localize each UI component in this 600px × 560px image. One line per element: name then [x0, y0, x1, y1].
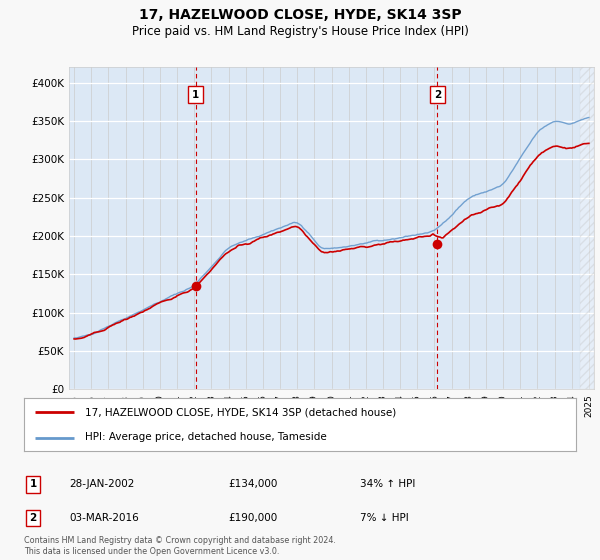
Text: £134,000: £134,000 — [228, 479, 277, 489]
Text: Price paid vs. HM Land Registry's House Price Index (HPI): Price paid vs. HM Land Registry's House … — [131, 25, 469, 38]
Text: 17, HAZELWOOD CLOSE, HYDE, SK14 3SP: 17, HAZELWOOD CLOSE, HYDE, SK14 3SP — [139, 8, 461, 22]
Text: 2: 2 — [434, 90, 441, 100]
Text: 03-MAR-2016: 03-MAR-2016 — [69, 513, 139, 523]
Text: 1: 1 — [192, 90, 199, 100]
Text: 34% ↑ HPI: 34% ↑ HPI — [360, 479, 415, 489]
Text: 28-JAN-2002: 28-JAN-2002 — [69, 479, 134, 489]
Bar — [580, 67, 594, 389]
Text: 17, HAZELWOOD CLOSE, HYDE, SK14 3SP (detached house): 17, HAZELWOOD CLOSE, HYDE, SK14 3SP (det… — [85, 408, 396, 418]
Text: 1: 1 — [29, 479, 37, 489]
Text: 7% ↓ HPI: 7% ↓ HPI — [360, 513, 409, 523]
Text: £190,000: £190,000 — [228, 513, 277, 523]
Text: HPI: Average price, detached house, Tameside: HPI: Average price, detached house, Tame… — [85, 432, 326, 442]
Text: 2: 2 — [29, 513, 37, 523]
Text: Contains HM Land Registry data © Crown copyright and database right 2024.
This d: Contains HM Land Registry data © Crown c… — [24, 536, 336, 556]
